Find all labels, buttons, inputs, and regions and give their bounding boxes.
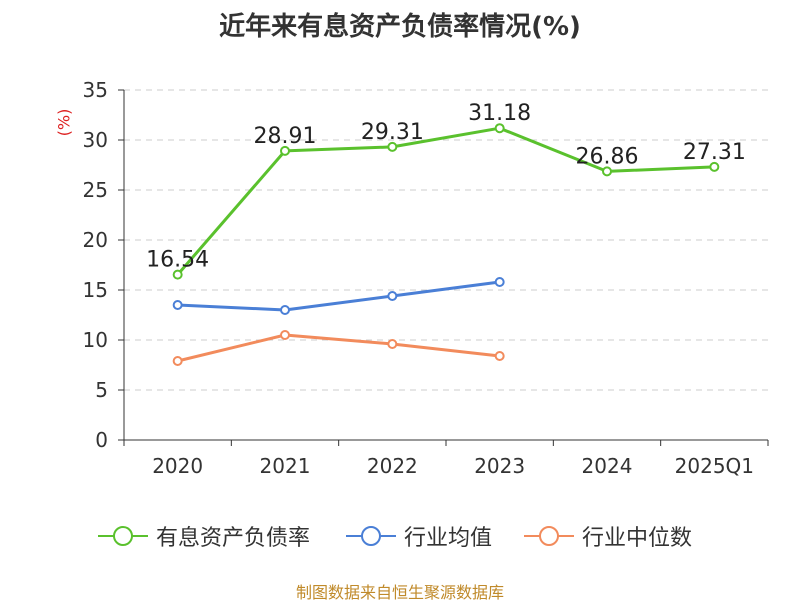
legend-swatch <box>98 526 148 546</box>
series-line-1 <box>176 126 715 276</box>
data-label: 27.31 <box>683 140 746 165</box>
y-tick-label: 35 <box>83 78 108 102</box>
data-point <box>494 277 505 287</box>
legend-item[interactable]: 行业均值 <box>346 516 492 556</box>
legend-swatch <box>524 526 574 546</box>
y-tick-label: 15 <box>83 278 108 302</box>
data-point <box>494 351 505 361</box>
data-label: 29.31 <box>361 120 424 145</box>
source-note: 制图数据来自恒生聚源数据库 <box>295 583 504 602</box>
series-line-2 <box>177 280 500 312</box>
data-point <box>172 300 183 310</box>
chart-title: 近年来有息资产负债率情况(%) <box>219 12 581 42</box>
data-point <box>387 291 398 301</box>
data-point <box>172 269 183 280</box>
legend-label: 有息资产负债率 <box>156 526 311 551</box>
x-tick-label: 2020 <box>152 454 203 478</box>
data-point <box>709 161 720 172</box>
x-tick-label: 2023 <box>474 454 525 478</box>
x-tick-label: 2022 <box>367 454 418 478</box>
y-tick-label: 5 <box>95 378 108 402</box>
legend-item[interactable]: 有息资产负债率 <box>98 516 310 556</box>
data-point <box>280 330 290 340</box>
data-point <box>172 356 183 366</box>
x-tick-label: 2021 <box>260 454 311 478</box>
line-chart: 0 5 10 15 20 25 30 35 2020 2021 2022 2023 2024 2025Q1… <box>83 78 769 478</box>
data-point <box>387 339 398 349</box>
data-label: 26.86 <box>576 144 639 169</box>
data-point <box>494 123 505 134</box>
y-tick-label: 25 <box>83 178 108 202</box>
y-tick-label: 20 <box>83 228 108 252</box>
y-tick-label: 0 <box>95 428 108 452</box>
legend-item[interactable]: 行业中位数 <box>524 516 692 556</box>
x-tick-label: 2025Q1 <box>675 454 754 478</box>
legend: 有息资产负债率 行业均值 行业中位数 <box>0 516 800 556</box>
legend-label: 行业均值 <box>404 526 493 551</box>
data-point <box>280 305 290 315</box>
series-line-3 <box>177 333 500 363</box>
data-point <box>602 166 612 177</box>
data-point <box>387 141 398 152</box>
legend-swatch <box>346 526 396 546</box>
data-label: 31.18 <box>468 101 531 126</box>
y-tick-label: 10 <box>83 328 108 352</box>
data-label: 16.54 <box>146 248 209 273</box>
data-point <box>280 145 290 156</box>
x-tick-label: 2024 <box>582 454 633 478</box>
y-tick-label: 30 <box>83 128 108 152</box>
legend-label: 行业中位数 <box>582 526 693 551</box>
data-label: 28.91 <box>254 124 317 149</box>
